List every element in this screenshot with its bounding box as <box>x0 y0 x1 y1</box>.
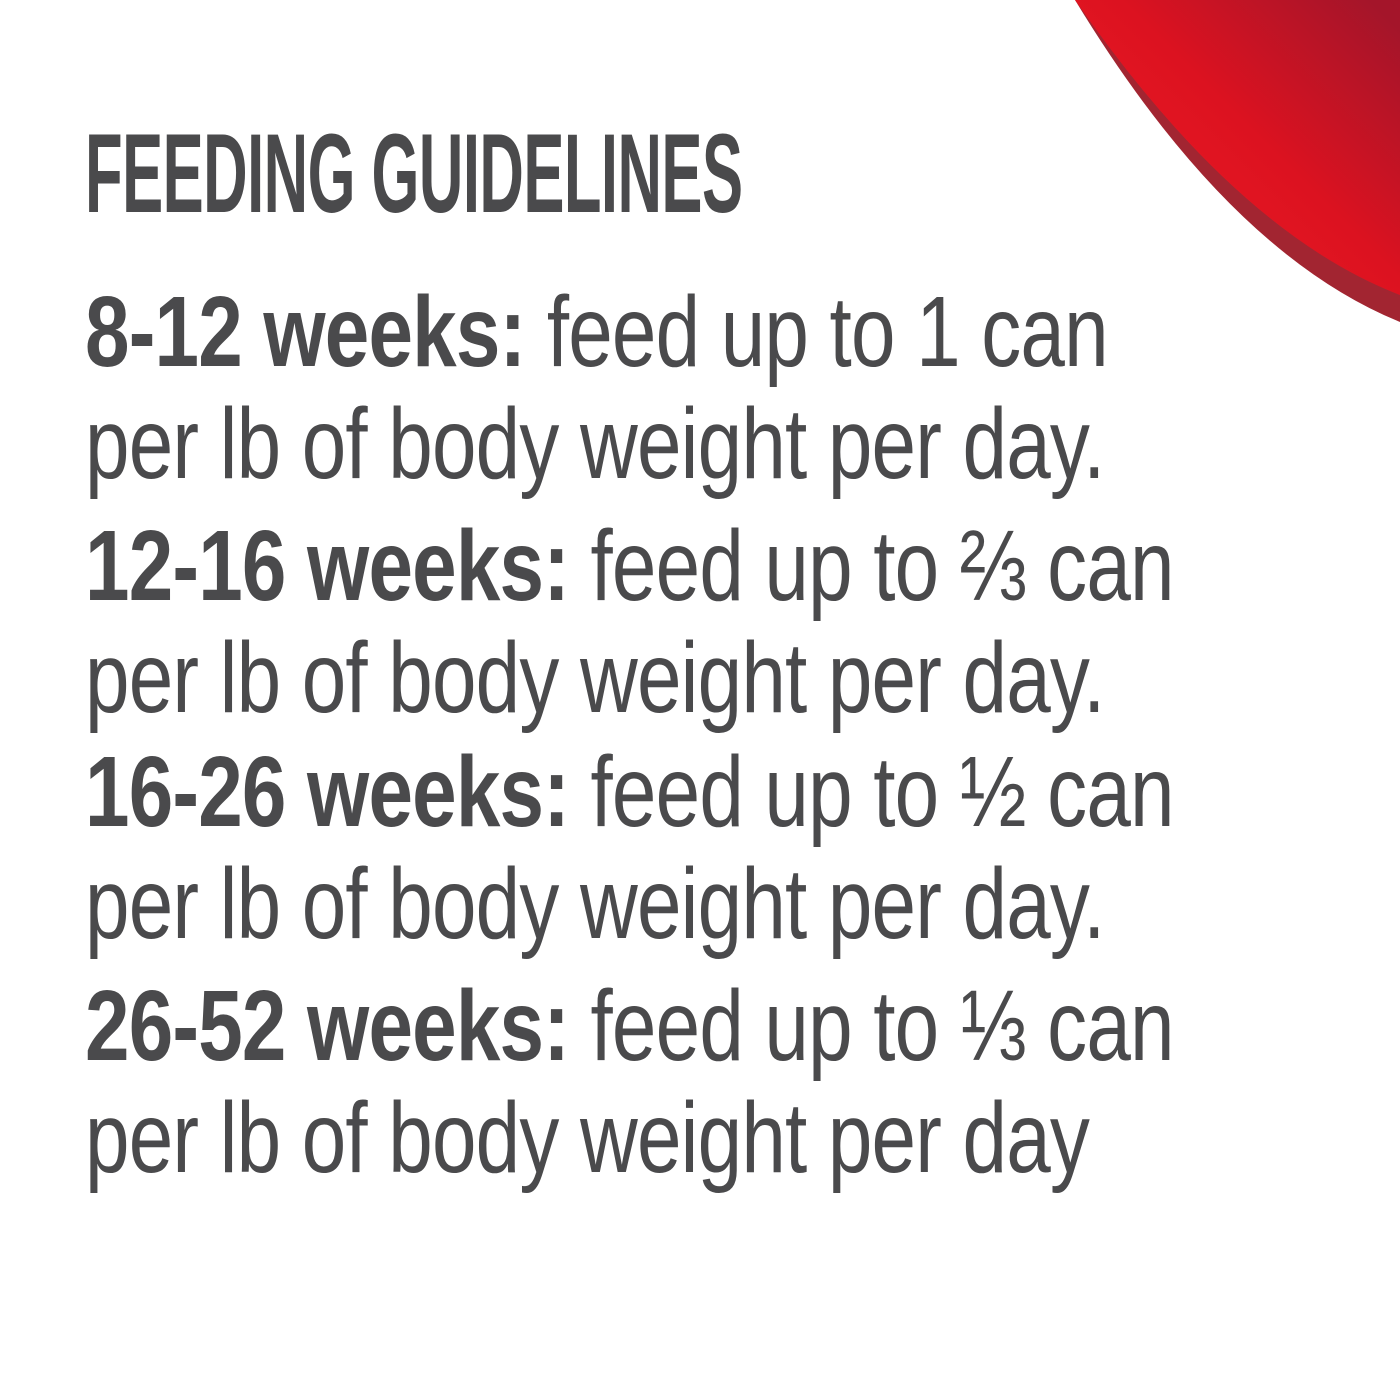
guideline-item: 16-26 weeks: feed up to ½ can per lb of … <box>85 736 1175 960</box>
age-range-label: 16-26 weeks: <box>85 736 570 848</box>
feeding-continuation: per lb of body weight per day. <box>85 388 1105 500</box>
page-title: FEEDING GUIDELINES <box>85 111 743 236</box>
age-range-label: 12-16 weeks: <box>85 510 570 622</box>
feeding-continuation: per lb of body weight per day. <box>85 848 1105 960</box>
feeding-amount: feed up to ½ can <box>569 736 1175 848</box>
guideline-item: 26-52 weeks: feed up to ⅓ can per lb of … <box>85 970 1175 1194</box>
feeding-amount: feed up to ⅔ can <box>569 510 1175 622</box>
age-range-label: 8-12 weeks: <box>85 276 526 388</box>
feeding-continuation: per lb of body weight per day <box>85 1082 1090 1194</box>
swoosh-shadow-edge <box>1075 0 1400 322</box>
guideline-item: 12-16 weeks: feed up to ⅔ can per lb of … <box>85 510 1175 734</box>
feeding-amount: feed up to 1 can <box>525 276 1109 388</box>
feeding-continuation: per lb of body weight per day. <box>85 622 1105 734</box>
swoosh-body <box>1075 0 1400 295</box>
feeding-amount: feed up to ⅓ can <box>569 970 1175 1082</box>
age-range-label: 26-52 weeks: <box>85 970 570 1082</box>
guideline-item: 8-12 weeks: feed up to 1 can per lb of b… <box>85 276 1109 500</box>
